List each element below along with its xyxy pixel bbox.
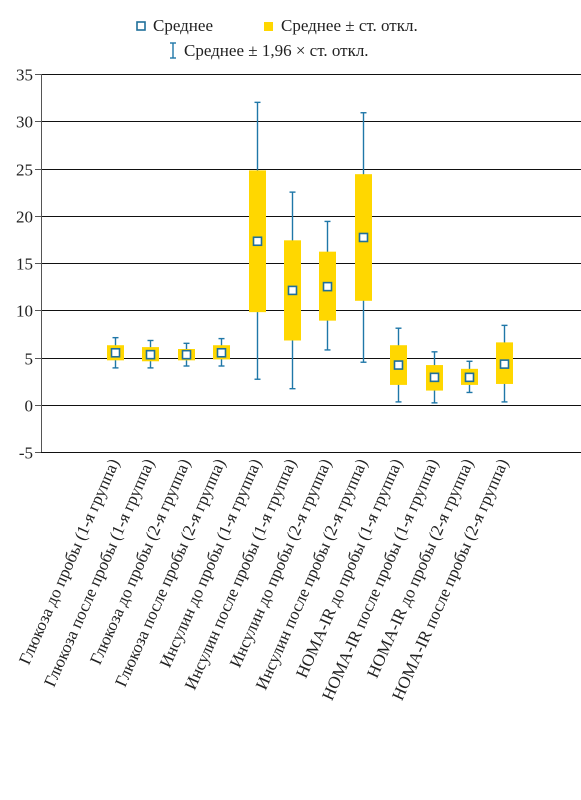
- y-tick-label: 30: [16, 113, 33, 132]
- mean-marker: [499, 359, 510, 369]
- mean-marker: [464, 372, 475, 383]
- y-tick-label: 20: [16, 208, 33, 227]
- legend-mean-label: Среднее: [153, 16, 213, 35]
- legend-sd-box-icon: [264, 22, 273, 31]
- mean-marker: [429, 372, 440, 383]
- sd-boxes: [107, 170, 513, 391]
- whiskers: [112, 101, 508, 404]
- mean-markers: [110, 232, 510, 383]
- y-axis-ticks: 35 30 25 20 15 10 5 0 -5: [16, 66, 42, 463]
- y-tick-label: -5: [19, 444, 33, 463]
- mean-marker: [145, 349, 156, 360]
- y-tick-label: 15: [16, 255, 33, 274]
- mean-marker: [181, 349, 192, 360]
- legend-sd-label: Среднее ± ст. откл.: [281, 16, 418, 35]
- mean-marker: [322, 281, 333, 292]
- mean-marker: [216, 347, 227, 358]
- y-tick-label: 25: [16, 161, 33, 180]
- mean-marker: [287, 285, 298, 296]
- y-tick-label: 5: [25, 350, 34, 369]
- x-axis-labels: Глюкоза до пробы (1-я группа)Глюкоза пос…: [15, 456, 512, 703]
- mean-marker: [358, 232, 369, 243]
- legend-mean-marker-icon: [136, 21, 146, 31]
- legend-ci-whisker-icon: [170, 42, 176, 59]
- y-tick-label: 10: [16, 302, 33, 321]
- gridlines: [41, 74, 581, 453]
- mean-marker: [110, 347, 121, 358]
- legend-ci-label: Среднее ± 1,96 × ст. откл.: [184, 41, 369, 60]
- y-tick-label: 35: [16, 66, 33, 85]
- mean-marker: [252, 236, 263, 247]
- mean-marker: [393, 360, 404, 370]
- y-tick-label: 0: [25, 397, 34, 416]
- legend: Среднее Среднее ± ст. откл. Среднее ± 1,…: [136, 16, 418, 60]
